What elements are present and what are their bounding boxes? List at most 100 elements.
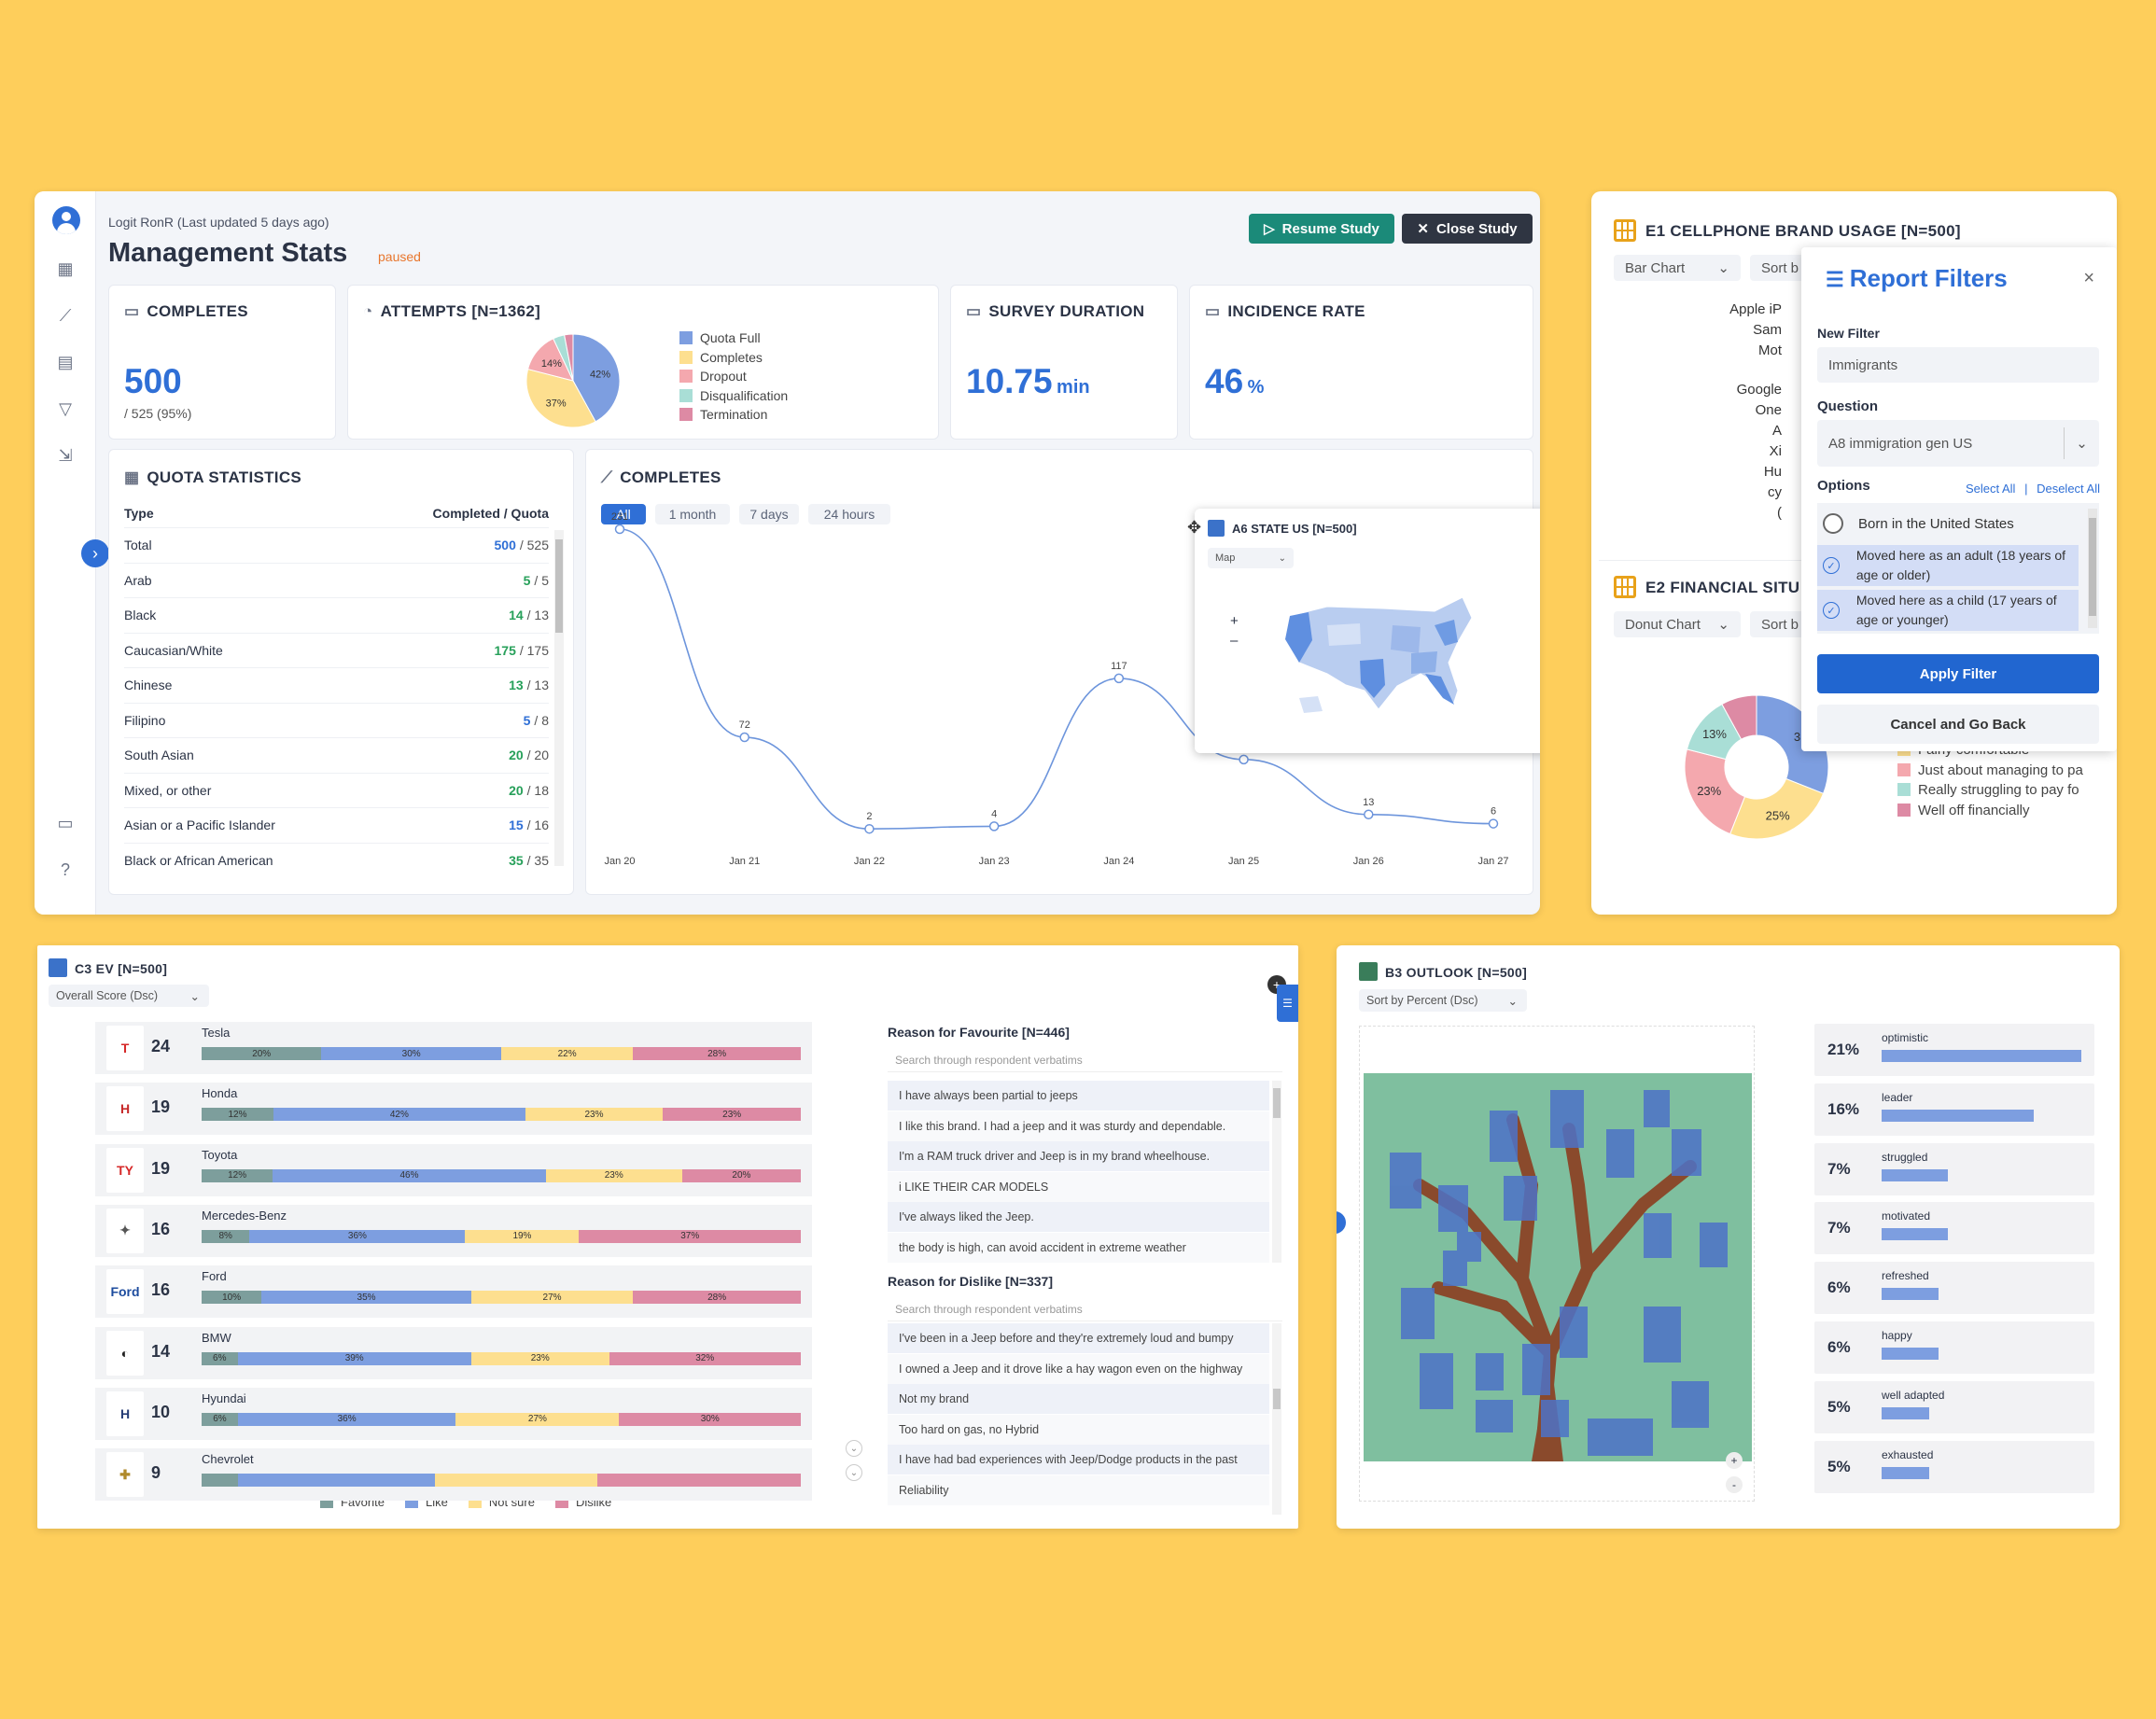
dislike-search-input[interactable]: Search through respondent verbatims <box>888 1297 1282 1321</box>
bar-segment[interactable]: 39% <box>237 1351 471 1365</box>
tab-all[interactable]: All <box>601 504 646 524</box>
zoom-in-button[interactable]: + <box>1726 1452 1743 1469</box>
outlook-row[interactable]: 7% struggled <box>1814 1142 2094 1195</box>
avatar-icon[interactable] <box>52 206 80 234</box>
bar-segment[interactable]: 19% <box>465 1229 580 1243</box>
dashboard-icon[interactable]: ▦ <box>57 259 74 278</box>
chart-icon[interactable]: ⟋ <box>59 305 72 325</box>
data-point[interactable] <box>1239 754 1249 765</box>
bar-segment[interactable]: 37% <box>579 1229 801 1243</box>
outlook-row[interactable]: 5% well adapted <box>1814 1380 2094 1433</box>
zoom-in-button[interactable]: + <box>1230 613 1239 629</box>
filter-icon[interactable]: ▽ <box>59 398 72 418</box>
verbatim-item[interactable]: I'm a RAM truck driver and Jeep is in my… <box>888 1141 1269 1171</box>
verbatim-item[interactable]: the body is high, can avoid accident in … <box>888 1232 1269 1263</box>
move-icon[interactable]: ✥ <box>1187 518 1202 537</box>
bar-segment[interactable]: 22% <box>501 1047 634 1060</box>
bar-segment[interactable]: 23% <box>545 1168 682 1182</box>
bar-segment[interactable]: 42% <box>273 1108 525 1122</box>
bar-segment[interactable]: 35% <box>261 1291 471 1305</box>
bar-segment[interactable] <box>435 1474 597 1488</box>
bar-segment[interactable]: 23% <box>663 1108 801 1122</box>
tab-24-hours[interactable]: 24 hours <box>808 504 890 524</box>
option-born-us[interactable]: Born in the United States <box>1817 507 2079 540</box>
cancel-go-back-button[interactable]: Cancel and Go Back <box>1817 705 2099 744</box>
filter-tab-button[interactable]: ☰ <box>1277 985 1298 1022</box>
help-icon[interactable]: ? <box>60 860 70 879</box>
options-scrollbar[interactable] <box>2088 509 2097 628</box>
bar-segment[interactable]: 27% <box>470 1291 634 1305</box>
bar-segment[interactable]: 36% <box>237 1412 456 1426</box>
data-point[interactable] <box>739 732 749 743</box>
collapse-handle[interactable] <box>1337 1211 1346 1234</box>
clipboard-icon[interactable]: ▤ <box>57 352 74 371</box>
bar-segment[interactable] <box>237 1474 436 1488</box>
verbatim-item[interactable]: I've been in a Jeep before and they're e… <box>888 1323 1269 1353</box>
expand-sidebar-icon[interactable]: › <box>81 539 109 567</box>
zoom-out-button[interactable]: – <box>1230 633 1239 649</box>
bar-segment[interactable]: 32% <box>609 1351 801 1365</box>
fav-scrollbar[interactable] <box>1272 1081 1281 1263</box>
close-filters-button[interactable]: × <box>2083 268 2094 288</box>
tab-7-days[interactable]: 7 days <box>739 504 799 524</box>
data-point[interactable] <box>1113 673 1125 684</box>
zoom-out-button[interactable]: - <box>1726 1476 1743 1493</box>
new-filter-input[interactable]: Immigrants <box>1817 347 2099 383</box>
resume-study-button[interactable]: ▷ Resume Study <box>1249 214 1394 244</box>
fav-search-input[interactable]: Search through respondent verbatims <box>888 1048 1282 1072</box>
bar-segment[interactable]: 8% <box>202 1229 250 1243</box>
scroll-down-icon[interactable]: ⌄ <box>846 1464 862 1481</box>
bar-segment[interactable]: 23% <box>525 1108 664 1122</box>
deselect-all-link[interactable]: Deselect All <box>2037 482 2100 496</box>
data-point[interactable] <box>1488 818 1499 829</box>
export-icon[interactable]: ⇲ <box>58 445 73 465</box>
bar-segment[interactable] <box>202 1474 238 1488</box>
bar-segment[interactable]: 30% <box>321 1047 501 1060</box>
bar-segment[interactable]: 36% <box>249 1229 466 1243</box>
bar-segment[interactable]: 12% <box>202 1168 273 1182</box>
bar-segment[interactable]: 28% <box>633 1047 801 1060</box>
verbatim-item[interactable]: I have had bad experiences with Jeep/Dod… <box>888 1445 1269 1474</box>
tab-1-month[interactable]: 1 month <box>655 504 730 524</box>
bar-segment[interactable]: 10% <box>202 1291 262 1305</box>
map-type-select[interactable]: Map ⌄ <box>1208 548 1294 568</box>
data-point[interactable] <box>864 823 875 834</box>
verbatim-item[interactable]: i LIKE THEIR CAR MODELS <box>888 1171 1269 1202</box>
outlook-row[interactable]: 6% happy <box>1814 1321 2094 1374</box>
data-point[interactable] <box>1364 809 1374 820</box>
verbatim-item[interactable]: I owned a Jeep and it drove like a hay w… <box>888 1353 1269 1384</box>
comment-icon[interactable]: ▭ <box>57 813 74 832</box>
apply-filter-button[interactable]: Apply Filter <box>1817 654 2099 693</box>
bar-segment[interactable]: 20% <box>681 1168 801 1182</box>
bar-segment[interactable] <box>596 1474 801 1488</box>
bar-segment[interactable]: 12% <box>202 1108 274 1122</box>
data-point[interactable] <box>988 821 1000 832</box>
bar-segment[interactable]: 6% <box>202 1351 238 1365</box>
bar-segment[interactable]: 30% <box>619 1412 801 1426</box>
outlook-row[interactable]: 7% motivated <box>1814 1202 2094 1255</box>
verbatim-item[interactable]: Not my brand <box>888 1384 1269 1414</box>
bar-segment[interactable]: 6% <box>202 1412 238 1426</box>
dislike-scrollbar[interactable] <box>1272 1323 1281 1515</box>
close-study-button[interactable]: ✕ Close Study <box>1402 214 1533 244</box>
scroll-down-icon[interactable]: ⌄ <box>846 1440 862 1457</box>
outlook-row[interactable]: 16% leader <box>1814 1083 2094 1136</box>
outlook-sort-select[interactable]: Sort by Percent (Dsc) ⌄ <box>1359 989 1527 1012</box>
donut-type-select[interactable]: Donut Chart ⌄ <box>1614 611 1741 637</box>
verbatim-item[interactable]: I like this brand. I had a jeep and it w… <box>888 1111 1269 1141</box>
verbatim-item[interactable]: I've always liked the Jeep. <box>888 1202 1269 1232</box>
ev-sort-select[interactable]: Overall Score (Dsc) ⌄ <box>49 985 209 1007</box>
outlook-row[interactable]: 21% optimistic <box>1814 1024 2094 1076</box>
option-moved-child[interactable]: ✓ Moved here as a child (17 years of age… <box>1817 590 2079 631</box>
verbatim-item[interactable]: I have always been partial to jeeps <box>888 1081 1269 1111</box>
option-moved-adult[interactable]: ✓ Moved here as an adult (18 years of ag… <box>1817 545 2079 586</box>
verbatim-item[interactable]: Too hard on gas, no Hybrid <box>888 1414 1269 1445</box>
quota-scrollbar[interactable] <box>554 530 564 866</box>
select-all-link[interactable]: Select All <box>1965 482 2016 496</box>
bar-segment[interactable]: 27% <box>455 1412 620 1426</box>
chart-type-select[interactable]: Bar Chart ⌄ <box>1614 255 1741 281</box>
outlook-row[interactable]: 6% refreshed <box>1814 1262 2094 1315</box>
verbatim-item[interactable]: Reliability <box>888 1474 1269 1505</box>
bar-segment[interactable]: 20% <box>202 1047 322 1060</box>
bar-segment[interactable]: 28% <box>633 1291 801 1305</box>
